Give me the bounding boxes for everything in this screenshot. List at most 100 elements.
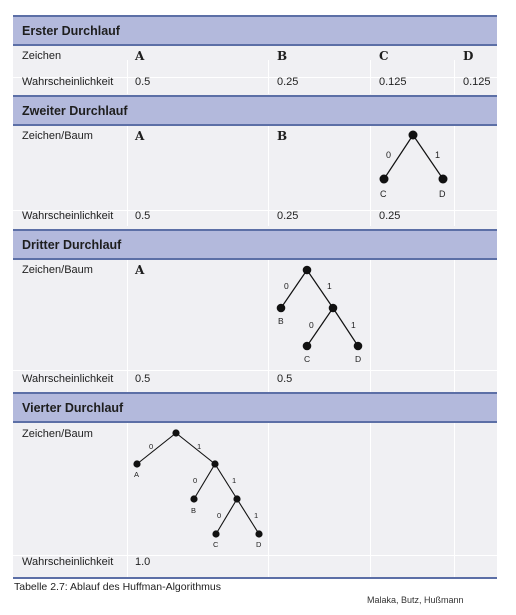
col-divider — [268, 126, 269, 226]
row-label-wahrscheinlichkeit: Wahrscheinlichkeit — [22, 373, 114, 385]
probability-value: 1.0 — [135, 556, 151, 568]
leaf-label: D — [355, 354, 361, 364]
edge-label: 0 — [149, 442, 153, 451]
edge-label: 0 — [386, 150, 391, 160]
tree-node — [276, 303, 286, 313]
huffman-table: Erster Durchlauf Zeichen A B C D Wahrsch… — [13, 15, 497, 579]
col-divider — [127, 126, 128, 226]
huffman-tree-bcd: 0 1 0 1 B C D — [276, 265, 363, 364]
probability-value: 0.5 — [135, 210, 151, 222]
tree-edge — [280, 269, 308, 309]
tree-node — [211, 460, 219, 468]
section-title: Erster Durchlauf — [22, 24, 120, 38]
tree-edge — [175, 432, 216, 465]
tree-node — [172, 429, 180, 437]
edge-label: 1 — [254, 511, 258, 520]
col-divider — [268, 260, 269, 392]
section-header-run-3: Dritter Durchlauf — [13, 231, 497, 258]
tree-node — [353, 341, 363, 351]
section-title: Dritter Durchlauf — [22, 238, 122, 252]
section-bottom-rule — [13, 44, 497, 46]
tree-node — [233, 495, 241, 503]
probability-value: 0.125 — [379, 76, 407, 88]
tree-node — [133, 460, 141, 468]
row-divider — [13, 370, 497, 371]
edge-label: 1 — [327, 281, 332, 291]
table-caption: Tabelle 2.7: Ablauf des Huffman-Algorith… — [14, 581, 222, 593]
edge-label: 0 — [284, 281, 289, 291]
section-header-run-1: Erster Durchlauf — [13, 17, 497, 44]
edge-label: 0 — [193, 476, 197, 485]
col-divider — [370, 126, 371, 226]
tree-edge — [215, 498, 238, 535]
row-label-zeichen-baum: Zeichen/Baum — [22, 428, 93, 440]
probability-value: 0.125 — [463, 76, 491, 88]
section-bottom-rule — [13, 124, 497, 126]
tree-node — [408, 130, 418, 140]
leaf-label: C — [304, 354, 310, 364]
col-divider — [127, 423, 128, 577]
probability-value: 0.25 — [277, 76, 299, 88]
tree-edge — [383, 134, 414, 180]
row-label-zeichen-baum: Zeichen/Baum — [22, 264, 93, 276]
tree-node — [212, 530, 220, 538]
row-label-wahrscheinlichkeit: Wahrscheinlichkeit — [22, 556, 114, 568]
leaf-label: B — [191, 506, 196, 515]
tree-node — [328, 303, 338, 313]
leaf-label: A — [134, 470, 139, 479]
edge-label: 1 — [232, 476, 236, 485]
col-divider — [127, 260, 128, 392]
col-divider — [454, 423, 455, 577]
col-divider — [454, 126, 455, 226]
probability-value: 0.25 — [379, 210, 401, 222]
symbol-a: A — [135, 129, 145, 143]
tree-edge — [412, 134, 444, 180]
edge-label: 0 — [309, 320, 314, 330]
probability-value: 0.5 — [135, 76, 151, 88]
huffman-tree-cd: 0 1 C D — [379, 130, 448, 199]
leaf-label: C — [380, 189, 387, 199]
tree-edge — [306, 269, 334, 309]
section-top-rule — [13, 392, 497, 394]
row-label-zeichen: Zeichen — [22, 50, 62, 62]
edge-label: 1 — [435, 150, 440, 160]
tree-node — [302, 341, 312, 351]
probability-value: 0.25 — [277, 210, 299, 222]
row-divider — [13, 555, 497, 556]
symbol-a: A — [135, 263, 145, 277]
leaf-label: D — [439, 189, 446, 199]
row-label-zeichen-baum: Zeichen/Baum — [22, 130, 93, 142]
leaf-label: B — [278, 316, 284, 326]
table-bottom-rule — [13, 577, 497, 579]
edge-label: 1 — [351, 320, 356, 330]
section-header-run-4: Vierter Durchlauf — [13, 394, 497, 421]
section-bottom-rule — [13, 421, 497, 423]
symbol-b: B — [277, 49, 288, 63]
col-divider — [370, 423, 371, 577]
col-divider — [370, 260, 371, 392]
probability-value: 0.5 — [135, 373, 151, 385]
section-top-rule — [13, 95, 497, 97]
tree-node — [302, 265, 312, 275]
tree-edge — [214, 463, 238, 500]
edge-label: 0 — [217, 511, 221, 520]
symbol-a: A — [135, 49, 145, 63]
section-top-rule — [13, 229, 497, 231]
tree-edge — [332, 307, 359, 347]
tree-node — [190, 495, 198, 503]
section-title: Vierter Durchlauf — [22, 401, 124, 415]
tree-node — [379, 174, 389, 184]
section-title: Zweiter Durchlauf — [22, 104, 128, 118]
tree-edge — [236, 498, 260, 535]
section-bottom-rule — [13, 258, 497, 260]
symbol-d: D — [463, 49, 474, 63]
row-divider — [13, 210, 497, 211]
leaf-label: D — [256, 540, 262, 549]
col-divider — [268, 423, 269, 577]
probability-value: 0.5 — [277, 373, 293, 385]
row-label-wahrscheinlichkeit: Wahrscheinlichkeit — [22, 210, 114, 222]
section-top-rule — [13, 15, 497, 17]
symbol-c: C — [379, 49, 389, 63]
symbol-b: B — [277, 129, 288, 143]
huffman-tree-abcd: 0 1 0 1 0 1 A B C D — [133, 429, 263, 549]
